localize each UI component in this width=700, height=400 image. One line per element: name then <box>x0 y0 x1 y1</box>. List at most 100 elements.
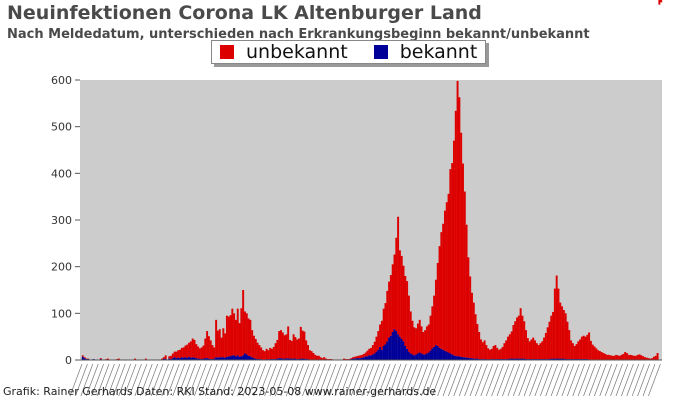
bar-unbekannt <box>627 354 630 360</box>
bar-unbekannt <box>598 351 601 360</box>
bar-unbekannt <box>389 275 392 336</box>
bar-unbekannt <box>276 339 279 359</box>
x-tick-mark <box>437 363 450 397</box>
bar-unbekannt <box>625 353 628 360</box>
x-tick-mark <box>166 363 180 397</box>
bar-bekannt <box>431 348 434 360</box>
bar-unbekannt <box>647 358 650 360</box>
bar-unbekannt <box>451 163 454 355</box>
bar-unbekannt <box>579 339 582 360</box>
x-tick-mark <box>80 363 94 397</box>
bar-unbekannt <box>584 336 587 360</box>
bar-bekannt <box>443 350 446 360</box>
bar-unbekannt <box>134 358 137 360</box>
bar-unbekannt <box>195 344 198 359</box>
bar-bekannt <box>179 358 182 360</box>
bar-bekannt <box>198 358 201 360</box>
y-tick-label: 500 <box>51 121 72 134</box>
bar-unbekannt <box>476 324 479 359</box>
x-tick-mark <box>377 363 391 397</box>
x-tick-mark <box>177 363 191 397</box>
x-tick-mark <box>529 363 542 397</box>
x-tick-mark <box>426 363 440 397</box>
bar-bekannt <box>415 354 418 360</box>
bar-unbekannt <box>643 357 646 360</box>
x-tick-mark <box>442 363 456 397</box>
bar-unbekannt <box>175 351 178 359</box>
x-tick-mark <box>96 363 110 397</box>
bar-bekannt <box>290 358 293 360</box>
bar-bekannt <box>289 358 291 360</box>
bar-unbekannt <box>280 330 282 359</box>
bar-bekannt <box>395 331 398 360</box>
y-tick-label: 600 <box>51 74 72 87</box>
bar-unbekannt <box>591 344 594 360</box>
bar-unbekannt <box>589 340 592 360</box>
x-tick-mark <box>642 363 656 397</box>
x-tick-mark <box>150 363 164 397</box>
bar-unbekannt <box>548 321 551 360</box>
bar-unbekannt <box>586 334 589 360</box>
bar-bekannt <box>276 358 279 360</box>
x-tick-mark <box>631 363 645 397</box>
bar-unbekannt <box>299 326 302 359</box>
bar-unbekannt <box>400 255 403 339</box>
bar-unbekannt <box>371 345 374 355</box>
bar-unbekannt <box>305 340 308 360</box>
bar-unbekannt <box>290 340 293 359</box>
bar-unbekannt <box>375 336 378 352</box>
x-tick-mark <box>285 363 299 397</box>
bar-unbekannt <box>184 345 187 358</box>
bar-bekannt <box>406 348 409 360</box>
bar-unbekannt <box>168 356 171 359</box>
bar-bekannt <box>370 355 373 360</box>
bar-bekannt <box>472 358 475 360</box>
x-tick-mark <box>307 363 321 397</box>
bar-unbekannt <box>231 308 234 356</box>
x-tick-mark <box>69 363 83 397</box>
bar-unbekannt <box>564 313 567 360</box>
bar-unbekannt <box>357 355 360 359</box>
bar-unbekannt <box>267 350 270 360</box>
bar-unbekannt <box>447 193 450 353</box>
x-tick-mark <box>194 363 207 397</box>
bar-unbekannt <box>415 328 418 355</box>
x-tick-mark <box>421 363 434 397</box>
bar-unbekannt <box>629 354 632 360</box>
bar-unbekannt <box>200 347 203 360</box>
bar-bekannt <box>171 358 174 360</box>
bar-unbekannt <box>480 339 482 360</box>
x-tick-mark <box>399 363 413 397</box>
bar-bekannt <box>281 358 284 360</box>
bar-bekannt <box>389 335 392 360</box>
bar-unbekannt <box>445 202 448 352</box>
bar-bekannt <box>456 356 459 360</box>
bar-unbekannt <box>117 358 120 360</box>
bar-unbekannt <box>561 306 564 359</box>
chart-subtitle: Nach Meldedatum, unterschieden nach Erkr… <box>7 27 590 42</box>
bar-unbekannt <box>261 350 264 360</box>
x-tick-mark <box>572 363 586 397</box>
bar-unbekannt <box>263 351 266 360</box>
bar-unbekannt <box>272 346 275 360</box>
bar-bekannt <box>514 358 517 360</box>
bar-bekannt <box>83 358 86 360</box>
bar-bekannt <box>238 356 241 360</box>
bar-unbekannt <box>243 311 246 354</box>
x-tick-mark <box>415 363 429 397</box>
bar-unbekannt <box>373 341 376 354</box>
bar-bekannt <box>427 352 430 360</box>
bar-bekannt <box>195 358 198 360</box>
x-tick-mark <box>496 363 510 397</box>
x-tick-mark <box>372 363 386 397</box>
bar-bekannt <box>186 357 189 360</box>
bar-bekannt <box>454 355 457 360</box>
bar-bekannt <box>452 355 455 360</box>
x-tick-mark <box>410 363 423 397</box>
bar-unbekannt <box>573 346 576 360</box>
x-tick-mark <box>469 363 483 397</box>
x-tick-mark <box>566 363 580 397</box>
bar-unbekannt <box>424 330 427 355</box>
bar-unbekannt <box>618 355 621 360</box>
bar-unbekannt <box>523 321 526 359</box>
